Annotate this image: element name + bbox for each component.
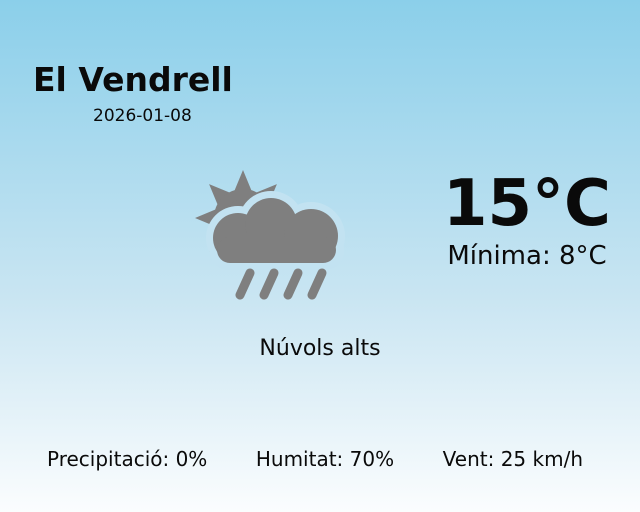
temperature-block: 15°C Mínima: 8°C (400, 167, 640, 272)
condition-label: Núvols alts (259, 336, 381, 361)
current-temperature: 15°C (442, 167, 612, 241)
city-title: El Vendrell (33, 60, 233, 99)
stats-row: Precipitació: 0% Humitat: 70% Vent: 25 k… (47, 447, 583, 471)
precipitation-stat: Precipitació: 0% (47, 447, 208, 471)
humidity-stat: Humitat: 70% (255, 447, 395, 471)
cloud-icon (213, 198, 338, 263)
weather-icon (186, 156, 346, 306)
date-label: 2026-01-08 (93, 106, 192, 126)
minimum-temperature: Mínima: 8°C (447, 241, 607, 272)
rain-icon (235, 268, 327, 300)
sun-behind-rain-cloud-icon (195, 170, 345, 300)
wind-stat: Vent: 25 km/h (442, 447, 583, 471)
